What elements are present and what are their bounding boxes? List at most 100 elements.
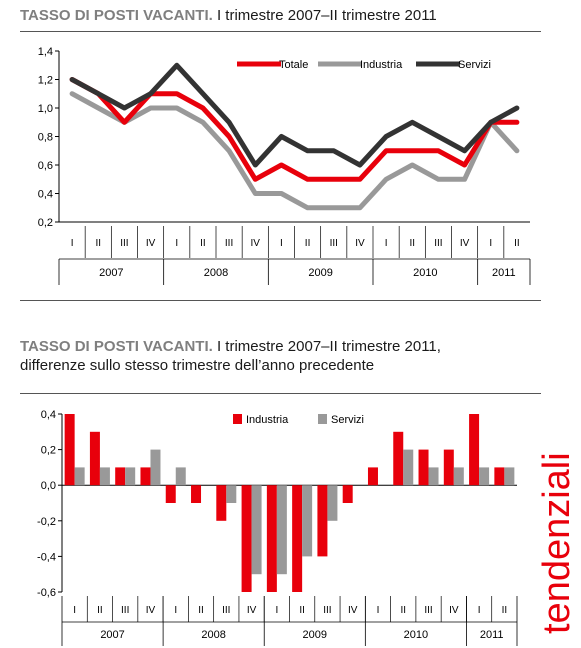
chart2-title: TASSO DI POSTI VACANTI. I trimestre 2007… [20, 337, 441, 375]
chart2-bar-industria [292, 485, 303, 592]
chart2-legend-swatch-servizi [318, 414, 327, 424]
chart2-bar-industria [140, 467, 151, 486]
chart2-title-line2: differenze sullo stesso trimestre dell’a… [20, 357, 375, 374]
chart2-x-tick-label: II [502, 605, 508, 616]
chart1-y-tick-label: 0,2 [38, 217, 53, 229]
chart2-bar-industria [418, 449, 429, 486]
chart1-x-tick-label: III [330, 238, 338, 249]
chart1-title: TASSO DI POSTI VACANTI. I trimestre 2007… [20, 6, 437, 25]
chart2-title-bold: TASSO DI POSTI VACANTI. [20, 338, 213, 355]
chart1-series-line-industria [69, 91, 520, 211]
chart2-bar-industria [317, 485, 328, 557]
chart2-bar-industria [165, 485, 176, 503]
chart2-x-tick-label: III [424, 605, 432, 616]
chart1-y-tick-label: 1,4 [38, 46, 53, 58]
chart2-x-tick-label: I [275, 605, 278, 616]
chart2-year-label: 2009 [303, 629, 327, 641]
chart1-y-tick-label: 1,0 [38, 103, 53, 115]
chart2-bar-industria [64, 414, 75, 486]
chart1-bottom-rule [20, 300, 541, 301]
chart2-bar-servizi [403, 449, 414, 486]
chart2-legend-label-servizi: Servizi [331, 414, 364, 426]
chart2-bar-industria [216, 485, 227, 521]
chart2-x-tick-label: II [198, 605, 204, 616]
chart2-x-tick-label: I [377, 605, 380, 616]
chart1-year-label: 2011 [492, 267, 516, 279]
chart2-bar-industria [241, 485, 252, 592]
chart1-year-label: 2007 [99, 267, 123, 279]
chart2-year-label: 2010 [404, 629, 428, 641]
chart1-y-tick-label: 1,2 [38, 75, 53, 87]
chart1-x-tick-label: IV [355, 238, 365, 249]
chart2-bar-industria [342, 485, 353, 503]
chart2-bar-servizi [175, 467, 186, 486]
chart2-bar-servizi [125, 467, 136, 486]
chart2-bar-industria [367, 467, 378, 486]
chart1-title-rest: I trimestre 2007–II trimestre 2011 [212, 7, 437, 24]
side-label-tendenziali: tendenziali [536, 452, 578, 634]
chart2-x-tick-label: I [174, 605, 177, 616]
chart1-x-tick-label: IV [146, 238, 156, 249]
chart2-x-tick-label: III [222, 605, 230, 616]
chart2-bar-industria [443, 449, 454, 486]
chart2-bar-servizi [428, 467, 439, 486]
chart2-bar-servizi [453, 467, 464, 486]
chart1-x-tick-label: I [489, 238, 492, 249]
chart2-bar-industria [89, 431, 100, 486]
chart1-x-tick-label: II [95, 238, 101, 249]
chart2-bar-servizi [226, 485, 237, 503]
chart2-year-label: 2008 [201, 629, 225, 641]
chart2-bar-servizi [479, 467, 490, 486]
chart1-year-label: 2009 [308, 267, 332, 279]
chart1-x-tick-label: II [514, 238, 520, 249]
chart2-bar-servizi [99, 467, 110, 486]
chart2-legend-swatch-industria [233, 414, 242, 424]
chart1-y-tick-label: 0,8 [38, 132, 53, 144]
chart1-y-tick-label: 0,4 [38, 189, 53, 201]
chart2-x-tick-label: IV [146, 605, 156, 616]
chart1-x-tick-label: III [434, 238, 442, 249]
chart2-bar-servizi [251, 485, 262, 575]
chart1-x-tick-label: I [280, 238, 283, 249]
chart1-title-bold: TASSO DI POSTI VACANTI. [20, 7, 213, 24]
chart1-x-tick-label: II [200, 238, 206, 249]
chart1-legend-label-industria: Industria [360, 59, 403, 71]
chart1-y-tick-label: 0,6 [38, 160, 53, 172]
chart2-bar-industria [191, 485, 202, 503]
chart2-bar-servizi [302, 485, 313, 557]
chart1-x-tick-label: I [175, 238, 178, 249]
chart2-x-tick-label: IV [348, 605, 358, 616]
chart1-x-tick-label: I [71, 238, 74, 249]
chart1-x-tick-label: IV [251, 238, 261, 249]
chart2-year-label: 2011 [480, 629, 504, 641]
chart1-year-label: 2010 [413, 267, 437, 279]
chart2-bar-servizi [327, 485, 338, 521]
chart2-x-tick-label: II [400, 605, 406, 616]
chart2-x-tick-label: IV [449, 605, 459, 616]
chart2-x-tick-label: III [323, 605, 331, 616]
chart2-bar-servizi [276, 485, 287, 575]
chart1-year-label: 2008 [204, 267, 228, 279]
chart1-series-line-servizi [69, 62, 520, 168]
chart1-x-tick-label: III [225, 238, 233, 249]
chart2-y-tick-label: -0,2 [37, 516, 56, 528]
chart1-top-rule [20, 31, 541, 32]
chart2-bar-servizi [74, 467, 85, 486]
chart2-x-tick-label: III [121, 605, 129, 616]
chart1-x-tick-label: III [120, 238, 128, 249]
chart2-bar-servizi [504, 467, 515, 486]
chart2-y-tick-label: -0,6 [37, 587, 56, 599]
chart2-legend-label-industria: Industria [246, 414, 289, 426]
chart2-y-tick-label: -0,4 [37, 551, 56, 563]
chart2-bar-industria [469, 414, 480, 486]
chart1-x-tick-label: I [385, 238, 388, 249]
chart1-legend-label-totale: Totale [279, 59, 308, 71]
chart2-bar-industria [494, 467, 505, 486]
chart1-x-tick-label: IV [460, 238, 470, 249]
chart2-y-tick-label: 0,4 [41, 409, 56, 421]
chart2-bar-industria [266, 485, 277, 592]
chart2-bar-industria [393, 431, 404, 486]
chart1-series-line-totale [69, 77, 520, 182]
side-label-text: tendenziali [536, 452, 578, 634]
